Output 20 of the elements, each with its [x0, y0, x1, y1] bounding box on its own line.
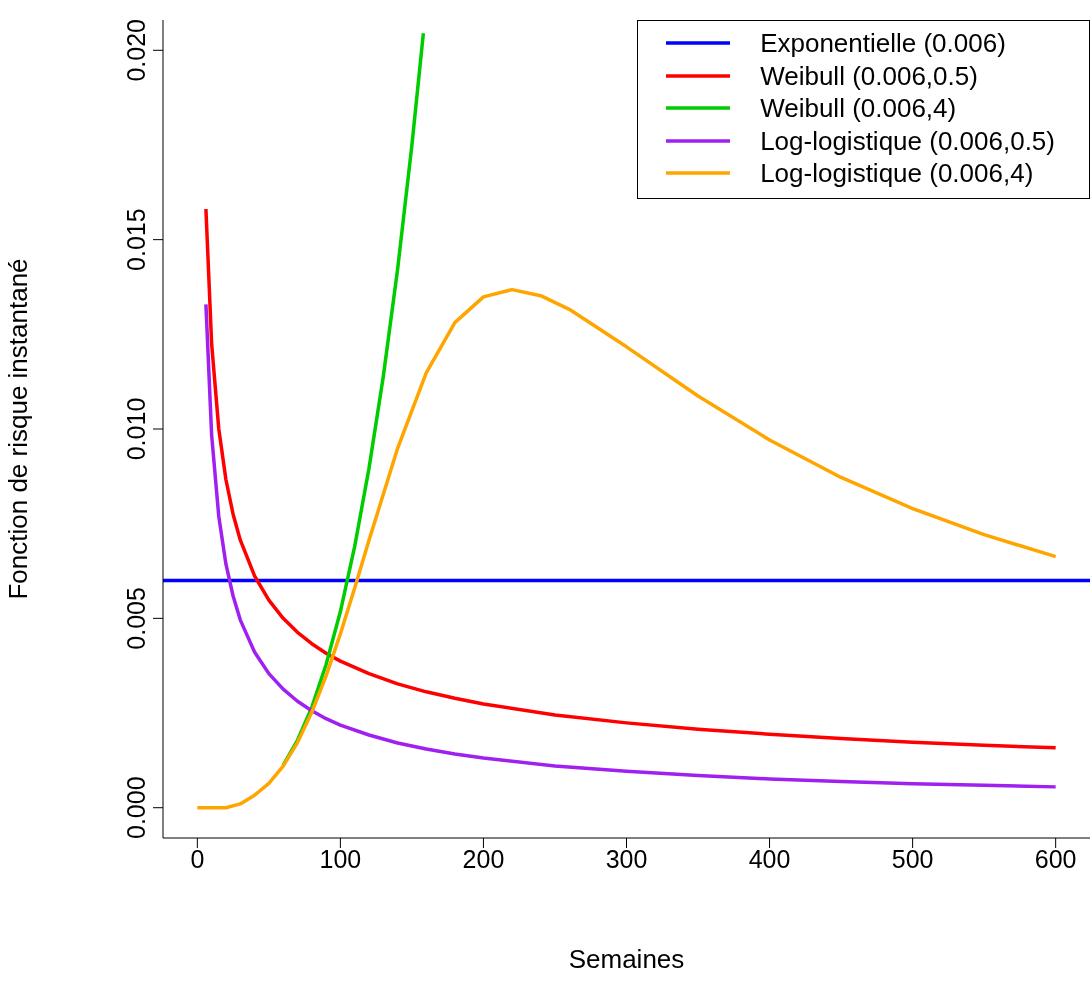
y-tick-label: 0.010 [122, 397, 150, 461]
y-axis-title: Fonction de risque instantané [3, 258, 34, 600]
legend-label: Weibull (0.006,0.5) [760, 59, 978, 92]
y-tick-label: 0.015 [122, 208, 150, 271]
y-tick-label: 0.000 [122, 776, 150, 839]
line-series [204, 207, 1058, 750]
x-tick-label: 600 [1034, 844, 1077, 873]
x-tick-label: 100 [319, 844, 362, 873]
x-axis-title: Semaines [568, 944, 685, 974]
legend-label: Weibull (0.006,4) [760, 92, 957, 125]
legend-label: Log-logistique (0.006,0.5) [760, 124, 1055, 157]
y-tick-label: 0.005 [122, 587, 150, 650]
x-tick-label: 400 [748, 844, 791, 873]
x-tick-label: 500 [891, 844, 934, 873]
legend-label: Exponentielle (0.006) [760, 27, 1006, 60]
x-tick-label: 200 [462, 844, 505, 873]
y-tick-label: 0.020 [122, 19, 150, 82]
x-tick-label: 300 [605, 844, 648, 873]
legend-label: Log-logistique (0.006,4) [760, 157, 1034, 190]
x-tick-label: 0 [190, 844, 205, 873]
